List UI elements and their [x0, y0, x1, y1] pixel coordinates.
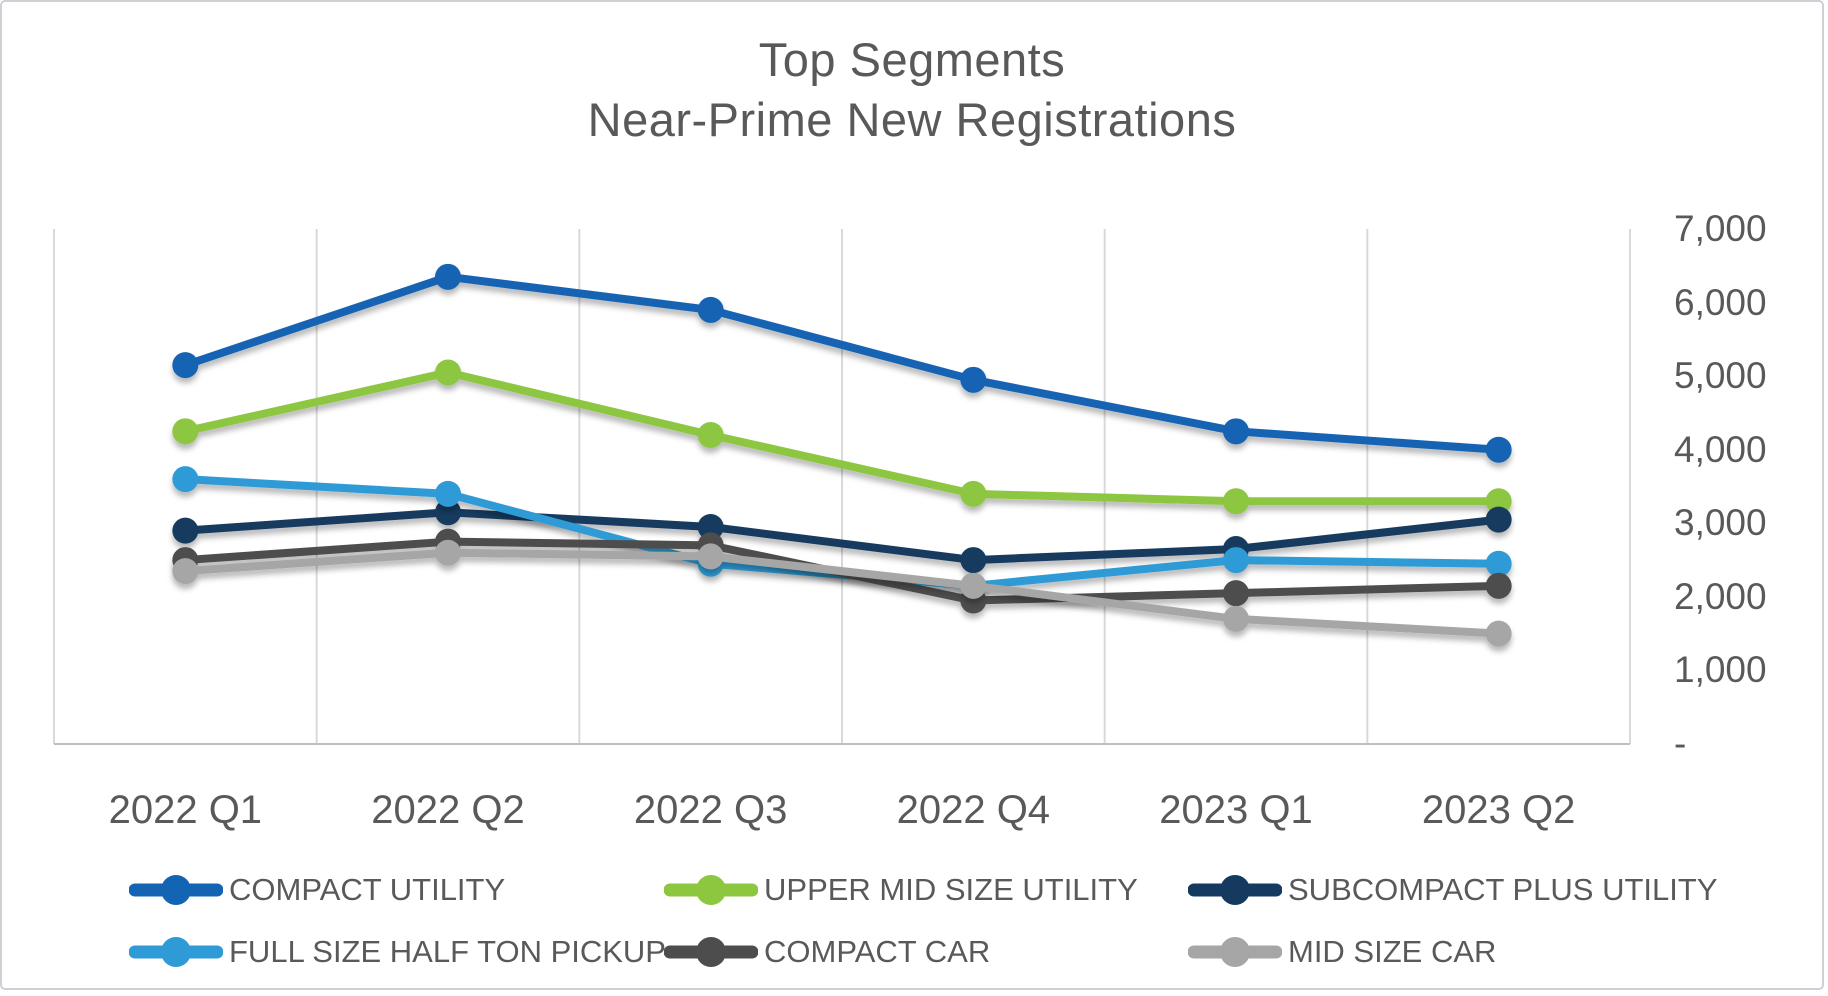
data-point — [1485, 620, 1512, 647]
data-point — [172, 466, 199, 493]
series-line — [181, 548, 1503, 638]
legend-label: COMPACT CAR — [764, 934, 991, 969]
legend-label: SUBCOMPACT PLUS UTILITY — [1288, 872, 1718, 907]
y-tick-label: 4,000 — [1674, 428, 1767, 470]
series-compact-utility — [172, 263, 1512, 463]
series-mid-size-car — [172, 539, 1512, 647]
y-tick-label: 7,000 — [1674, 208, 1767, 249]
chart-title: Top Segments Near-Prime New Registration… — [2, 30, 1822, 150]
data-point — [1485, 550, 1512, 577]
data-point — [960, 572, 987, 599]
x-tick-label: 2022 Q2 — [371, 788, 525, 832]
data-point — [1223, 580, 1249, 607]
data-point — [172, 418, 199, 445]
legend-marker-icon — [1188, 937, 1282, 967]
data-point — [697, 543, 724, 570]
data-point — [435, 263, 461, 290]
legend-item-full-size-half-ton-pickup: FULL SIZE HALF TON PICKUP — [129, 930, 666, 974]
data-point — [1223, 605, 1249, 632]
data-point — [1223, 418, 1249, 445]
series-group — [172, 263, 1512, 647]
data-point — [960, 547, 987, 574]
legend-item-mid-size-car: MID SIZE CAR — [1188, 930, 1496, 974]
data-point — [1223, 488, 1249, 515]
data-point — [697, 513, 724, 540]
x-tick-label: 2023 Q1 — [1159, 788, 1313, 832]
data-point — [435, 539, 461, 566]
legend-label: FULL SIZE HALF TON PICKUP — [229, 934, 666, 969]
data-point — [172, 352, 199, 379]
x-tick-label: 2022 Q4 — [896, 788, 1051, 832]
y-tick-label: 5,000 — [1674, 355, 1767, 397]
data-point — [1485, 488, 1512, 515]
legend-marker-icon — [664, 937, 758, 967]
x-tick-label: 2022 Q3 — [633, 788, 788, 832]
legend-label: MID SIZE CAR — [1288, 934, 1497, 969]
y-tick-label: 3,000 — [1674, 502, 1767, 544]
data-point — [435, 499, 461, 526]
x-tick-label: 2022 Q1 — [108, 788, 263, 832]
data-point — [1485, 572, 1512, 599]
legend-marker-icon — [129, 937, 223, 967]
data-point — [697, 296, 724, 323]
data-point — [435, 480, 461, 507]
data-point — [960, 480, 987, 507]
series-upper-mid-size-utility — [172, 359, 1512, 515]
x-tick-label: 2023 Q2 — [1421, 788, 1576, 832]
gridlines-group — [53, 229, 1631, 745]
y-tick-label: - — [1674, 723, 1687, 764]
legend-label: UPPER MID SIZE UTILITY — [764, 872, 1138, 907]
data-point — [1485, 506, 1512, 533]
data-point — [1223, 547, 1249, 574]
y-tick-label: 1,000 — [1674, 649, 1767, 691]
legend-item-subcompact-plus-utility: SUBCOMPACT PLUS UTILITY — [1188, 868, 1718, 912]
series-line — [181, 368, 1503, 506]
data-point — [1485, 436, 1512, 463]
series-line — [181, 508, 1503, 565]
data-point — [697, 422, 724, 448]
series-line — [181, 272, 1503, 454]
data-point — [435, 359, 461, 386]
legend-marker-icon — [1188, 875, 1282, 905]
legend-item-upper-mid-size-utility: UPPER MID SIZE UTILITY — [664, 868, 1138, 912]
data-point — [172, 558, 199, 585]
chart-title-line1: Top Segments — [758, 33, 1066, 86]
legend-item-compact-utility: COMPACT UTILITY — [129, 868, 505, 912]
data-point — [172, 517, 199, 544]
data-point — [960, 366, 987, 393]
y-tick-label: 2,000 — [1674, 575, 1767, 617]
legend-marker-icon — [664, 875, 758, 905]
legend-marker-icon — [129, 875, 223, 905]
legend-item-compact-car: COMPACT CAR — [664, 930, 990, 974]
legend-label: COMPACT UTILITY — [229, 872, 506, 907]
y-tick-label: 6,000 — [1674, 281, 1767, 323]
chart-title-line2: Near-Prime New Registrations — [587, 93, 1237, 146]
